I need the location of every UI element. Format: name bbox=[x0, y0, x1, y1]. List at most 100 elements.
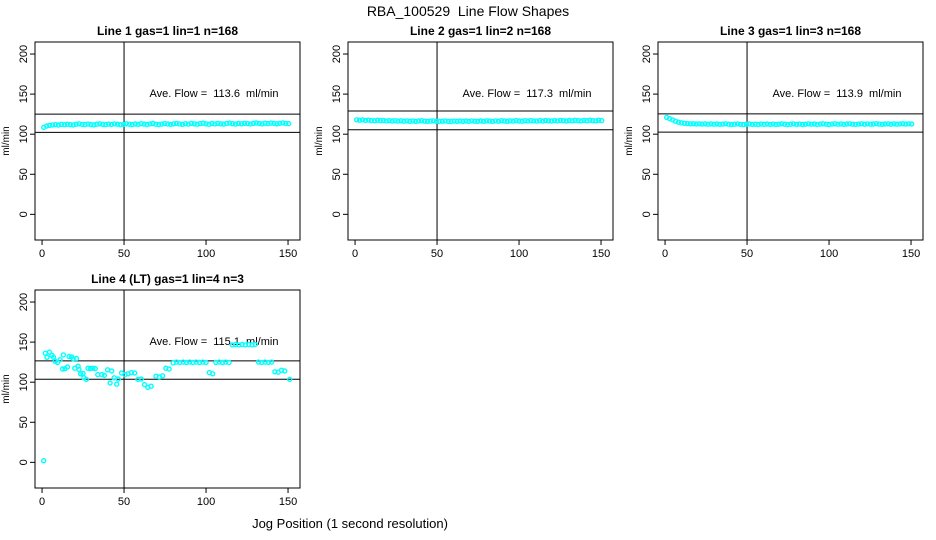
data-point bbox=[569, 118, 575, 124]
data-point bbox=[903, 121, 909, 127]
data-point bbox=[386, 117, 392, 124]
ave-flow-annotation: Ave. Flow = 113.9 ml/min bbox=[773, 88, 902, 100]
data-point bbox=[427, 118, 434, 124]
data-point bbox=[844, 121, 850, 127]
data-point bbox=[159, 121, 165, 127]
data-point bbox=[740, 121, 747, 128]
data-point bbox=[101, 372, 108, 379]
data-point bbox=[265, 359, 272, 366]
data-point bbox=[108, 368, 115, 374]
data-point bbox=[731, 121, 738, 127]
data-point bbox=[407, 118, 413, 125]
data-point bbox=[557, 117, 564, 124]
x-tick-label: 50 bbox=[431, 248, 443, 260]
data-point bbox=[58, 121, 65, 128]
data-point bbox=[572, 117, 578, 124]
data-point bbox=[173, 120, 180, 127]
panel-border bbox=[34, 289, 301, 489]
data-point bbox=[99, 371, 105, 378]
data-point bbox=[115, 376, 122, 382]
data-point bbox=[720, 121, 726, 127]
data-point bbox=[746, 121, 752, 127]
data-point bbox=[356, 117, 363, 123]
data-point bbox=[469, 118, 475, 124]
data-point bbox=[280, 120, 286, 126]
data-point bbox=[76, 366, 82, 373]
y-tick-label: 50 bbox=[18, 416, 30, 428]
data-point bbox=[67, 121, 74, 128]
x-tick-label: 150 bbox=[279, 248, 297, 260]
data-point bbox=[696, 121, 702, 127]
data-point bbox=[76, 121, 82, 127]
data-point bbox=[433, 118, 440, 125]
data-point bbox=[770, 121, 776, 127]
data-point bbox=[711, 121, 717, 127]
y-tick-label: 0 bbox=[641, 211, 653, 217]
data-point bbox=[699, 121, 705, 127]
data-point bbox=[218, 121, 224, 127]
data-point bbox=[135, 121, 141, 128]
data-point bbox=[209, 120, 215, 127]
data-point bbox=[209, 371, 216, 377]
data-point bbox=[782, 121, 788, 127]
data-point bbox=[60, 352, 67, 358]
ave-flow-annotation: Ave. Flow = 117.3 ml/min bbox=[463, 88, 592, 100]
data-point bbox=[737, 121, 744, 128]
data-point bbox=[587, 117, 593, 123]
data-point bbox=[906, 121, 912, 127]
data-point bbox=[247, 121, 254, 127]
data-point bbox=[256, 120, 262, 127]
data-point bbox=[82, 121, 88, 128]
data-point bbox=[374, 117, 381, 124]
data-point bbox=[761, 121, 767, 128]
data-point bbox=[483, 118, 490, 124]
y-axis-unit-label: ml/min bbox=[1, 126, 12, 155]
y-tick-label: 50 bbox=[18, 168, 30, 180]
data-point bbox=[867, 121, 874, 127]
data-point bbox=[513, 117, 519, 124]
data-point bbox=[43, 123, 50, 129]
data-point bbox=[380, 117, 386, 124]
data-point bbox=[200, 120, 206, 126]
data-point bbox=[64, 121, 71, 127]
data-point bbox=[545, 118, 552, 124]
data-point bbox=[70, 122, 76, 128]
data-point bbox=[159, 373, 166, 379]
data-point bbox=[389, 118, 395, 124]
subplot-title: Line 2 gas=1 lin=2 n=168 bbox=[410, 24, 551, 38]
data-point bbox=[702, 121, 708, 127]
data-point bbox=[362, 117, 369, 124]
data-point bbox=[354, 117, 360, 123]
data-point bbox=[138, 120, 144, 127]
data-point bbox=[678, 120, 685, 126]
data-point bbox=[287, 376, 293, 383]
data-point bbox=[108, 121, 115, 128]
data-point bbox=[235, 120, 242, 127]
data-point bbox=[259, 121, 265, 127]
y-tick-label: 200 bbox=[18, 293, 30, 311]
data-point bbox=[439, 118, 445, 124]
data-point bbox=[755, 121, 761, 128]
data-point bbox=[265, 120, 271, 127]
data-point bbox=[814, 121, 820, 128]
data-point bbox=[215, 120, 221, 127]
data-point bbox=[581, 117, 587, 124]
data-point bbox=[540, 118, 546, 124]
x-tick-label: 100 bbox=[197, 248, 215, 260]
data-point bbox=[714, 121, 720, 127]
data-point bbox=[811, 121, 817, 127]
data-point bbox=[779, 121, 785, 127]
data-point bbox=[179, 121, 186, 128]
data-point bbox=[359, 117, 366, 123]
data-point bbox=[413, 118, 419, 125]
data-point bbox=[852, 121, 859, 128]
data-point bbox=[708, 121, 714, 127]
data-point bbox=[92, 365, 99, 372]
data-point bbox=[79, 121, 85, 128]
data-point bbox=[442, 118, 448, 124]
data-point bbox=[909, 121, 915, 127]
x-tick-label: 50 bbox=[741, 248, 753, 260]
data-point bbox=[212, 121, 218, 127]
data-point bbox=[767, 121, 773, 128]
data-point bbox=[820, 121, 826, 127]
